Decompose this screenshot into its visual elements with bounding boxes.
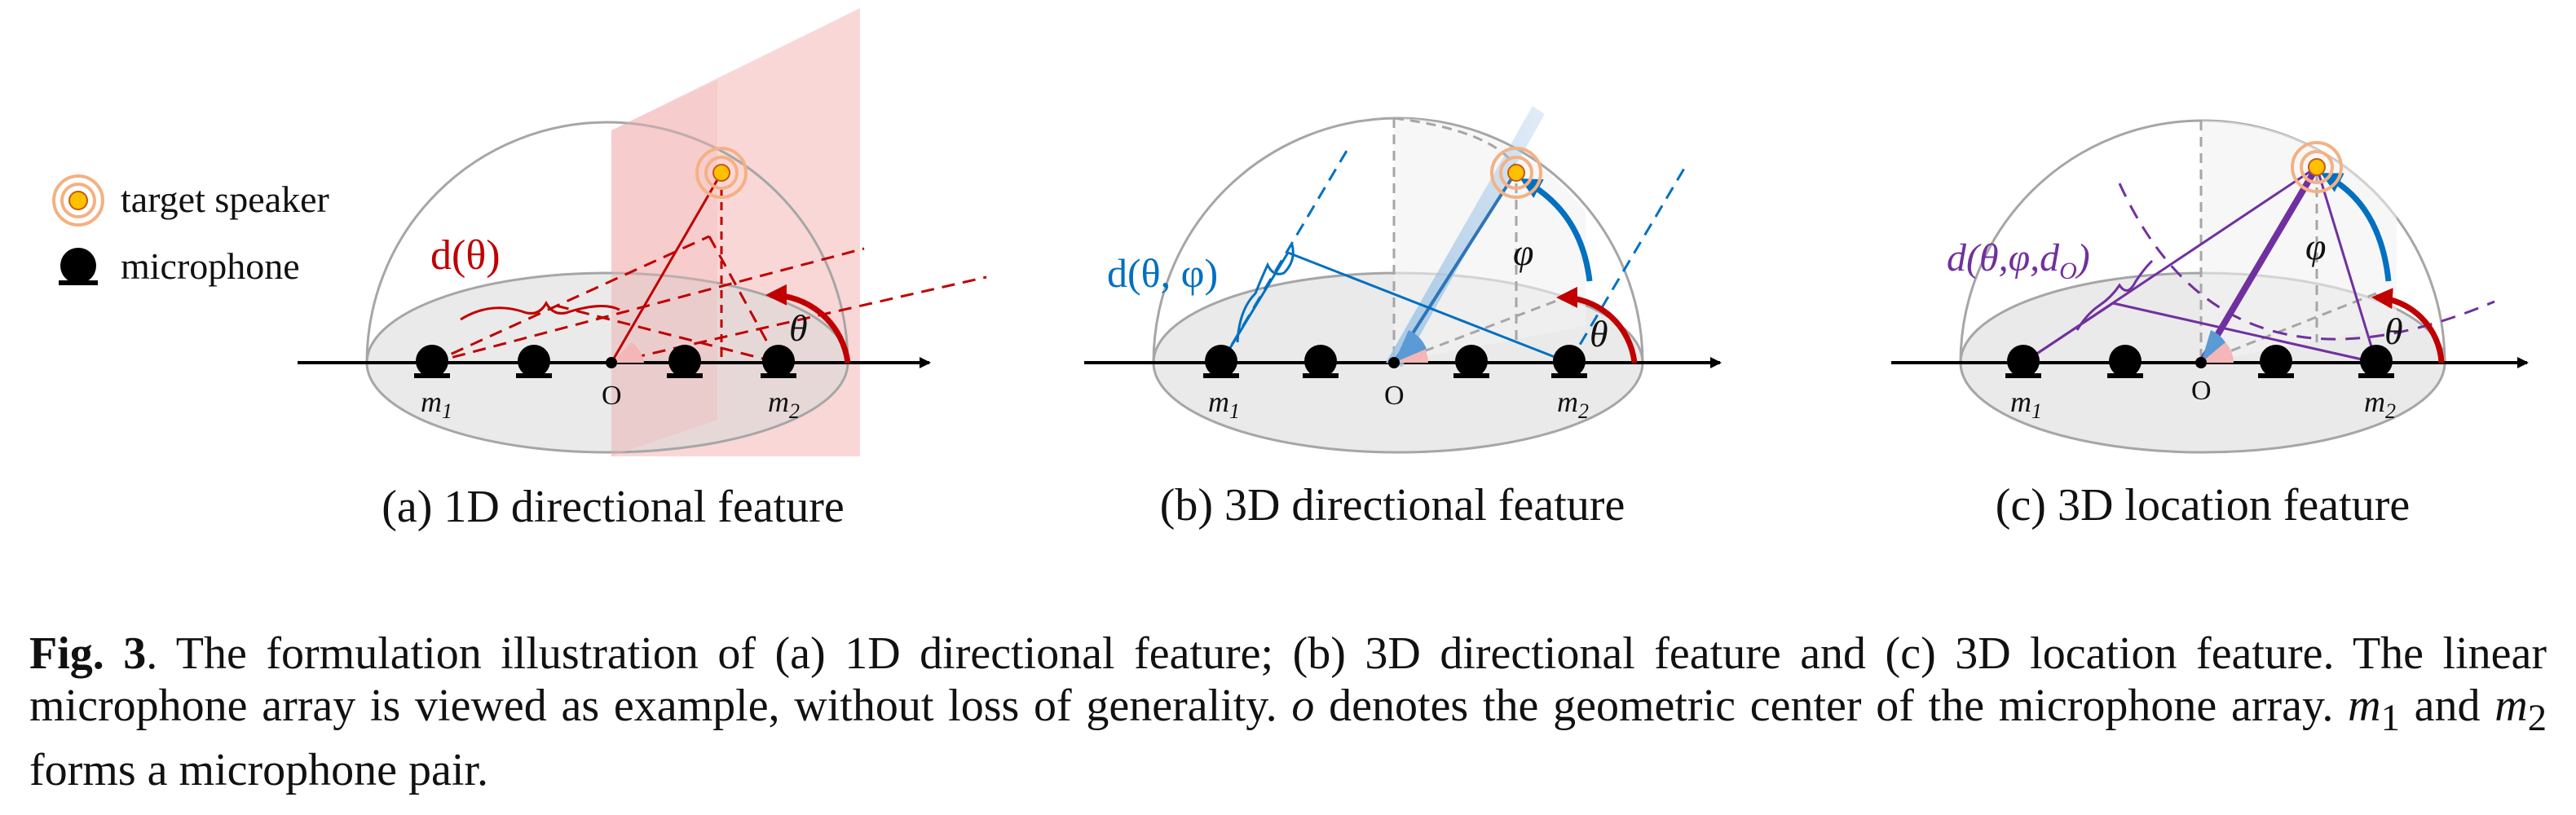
- caption-m1-sub: 1: [2380, 697, 2400, 740]
- caption-m1: m: [2348, 681, 2381, 731]
- phi-label-c: φ: [2305, 226, 2326, 267]
- m2-label-c: m2: [2364, 385, 2396, 423]
- microphones-c: [2005, 345, 2394, 378]
- caption-m2-sub: 2: [2527, 697, 2547, 740]
- speaker-a-icon: [695, 147, 748, 199]
- panel-c: d(θ,φ,dO) θ φ m1 O m2 (c) 3D location fe…: [1891, 119, 2529, 531]
- theta-label-a: θ: [789, 307, 808, 349]
- m2-label-b: m2: [1557, 385, 1589, 423]
- speaker-c-icon: [2291, 141, 2343, 193]
- m2-label-a: m2: [768, 385, 800, 423]
- origin-label-c: O: [2191, 376, 2212, 406]
- legend-microphone-label: microphone: [121, 245, 300, 287]
- caption-text-1: . The formulation illustration of (a) 1D…: [29, 628, 2547, 731]
- caption-m2: m: [2494, 681, 2528, 731]
- m1-label-c: m1: [2010, 385, 2042, 423]
- caption-c: (c) 3D location feature: [1996, 480, 2410, 531]
- phi-label-b: φ: [1513, 231, 1533, 273]
- caption-text-3: and: [2399, 681, 2495, 731]
- origin-label-b: O: [1384, 381, 1405, 411]
- m1-label-b: m1: [1208, 385, 1240, 423]
- target-speaker-icon: [52, 174, 104, 227]
- feature-label-b: d(θ, φ): [1107, 250, 1218, 296]
- m1-label-a: m1: [421, 385, 452, 423]
- legend-speaker-label: target speaker: [121, 178, 329, 220]
- panel-a: d(θ) θ m1 O m2 (a) 1D directional featur…: [298, 8, 987, 532]
- microphones-a: [414, 345, 796, 378]
- caption-o: o: [1291, 681, 1315, 731]
- theta-label-c: θ: [2384, 311, 2403, 352]
- feature-label-a: d(θ): [430, 232, 501, 279]
- dome: [365, 121, 849, 363]
- feature-label-c: d(θ,φ,dO): [1947, 236, 2090, 284]
- origin-label-a: O: [602, 381, 622, 411]
- figure-diagram: target speaker microphone: [52, 8, 2529, 532]
- caption-text-4: forms a microphone pair.: [29, 745, 488, 796]
- figure-label: Fig. 3: [29, 628, 147, 679]
- microphones-b: [1203, 345, 1587, 378]
- direction-beam: [1386, 106, 1545, 367]
- legend: target speaker microphone: [52, 174, 329, 287]
- figure-caption: Fig. 3. The formulation illustration of …: [29, 628, 2547, 796]
- caption-a: (a) 1D directional feature: [382, 482, 844, 532]
- microphone-icon: [59, 248, 98, 285]
- speaker-b-icon: [1490, 147, 1542, 199]
- panel-b: d(θ, φ) θ φ m1 O m2 (b) 3D directional f…: [1084, 106, 1722, 531]
- caption-text-2: denotes the geometric center of the micr…: [1314, 681, 2349, 731]
- caption-b: (b) 3D directional feature: [1160, 480, 1625, 531]
- theta-label-b: θ: [1590, 313, 1608, 355]
